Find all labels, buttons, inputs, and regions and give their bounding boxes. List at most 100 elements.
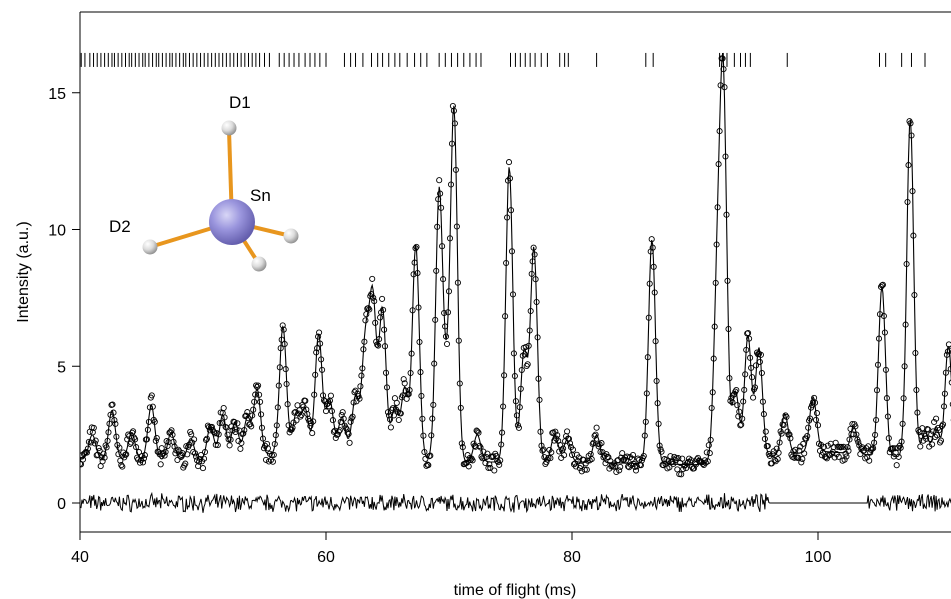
observed-point (463, 459, 470, 466)
observed-point (617, 463, 624, 470)
observed-point (84, 445, 91, 452)
observed-point (234, 420, 241, 427)
y-tick-label: 5 (57, 359, 66, 376)
observed-point (464, 452, 471, 459)
observed-point (843, 453, 850, 460)
observed-point (515, 424, 522, 431)
sn-label: Sn (250, 186, 271, 205)
observed-point (813, 410, 821, 417)
observed-point (427, 452, 434, 459)
observed-point (706, 450, 713, 457)
y-tick-label: 0 (57, 496, 66, 513)
observed-point (937, 437, 945, 444)
observed-point (705, 442, 712, 449)
observed-point (581, 466, 588, 473)
observed-point (835, 453, 842, 460)
observed-point (603, 451, 610, 458)
observed-point (362, 317, 369, 324)
observed-point (294, 402, 301, 409)
observed-point (771, 457, 778, 464)
observed-point (891, 445, 898, 452)
observed-point (220, 404, 227, 412)
observed-point (879, 281, 886, 288)
observed-point (678, 471, 685, 478)
observed-point (545, 454, 552, 461)
observed-point (199, 465, 207, 472)
y-axis-label: Intensity (a.u.) (15, 221, 32, 322)
observed-point (135, 456, 142, 463)
observed-point (505, 159, 513, 166)
observed-point (291, 409, 298, 416)
observed-point (632, 467, 640, 474)
observed-point (212, 441, 219, 448)
observed-point (118, 462, 125, 469)
observed-point (148, 392, 155, 399)
observed-point (393, 399, 400, 406)
d1-label: D1 (229, 93, 251, 112)
observed-point (616, 467, 623, 474)
observed-point (772, 458, 779, 465)
observed-point (561, 452, 568, 459)
observed-point (176, 448, 183, 455)
observed-point (524, 361, 531, 368)
observed-point (798, 459, 805, 466)
observed-point (762, 428, 769, 435)
observed-point (801, 450, 808, 457)
difference-curve-line (80, 491, 951, 514)
observed-point (336, 427, 343, 434)
observed-point (800, 440, 807, 447)
observed-point (469, 457, 476, 464)
observed-point (309, 430, 316, 437)
reflection-markers (80, 52, 926, 67)
observed-point (886, 449, 893, 456)
observed-point (388, 406, 395, 413)
d1-atom (221, 120, 237, 136)
observed-point (782, 412, 789, 419)
observed-point (135, 449, 143, 456)
observed-point (379, 295, 386, 302)
observed-point (917, 443, 924, 450)
observed-point (347, 418, 354, 425)
observed-point (109, 401, 116, 408)
observed-point (237, 445, 244, 452)
observed-point (795, 454, 802, 461)
observed-point (923, 435, 930, 442)
observed-point (540, 446, 547, 453)
observed-point (210, 428, 217, 435)
observed-point (117, 457, 124, 464)
observed-point (676, 471, 683, 478)
observed-point (188, 431, 195, 438)
x-tick-label: 80 (563, 549, 581, 566)
observed-point (174, 456, 181, 464)
observed-points (80, 55, 951, 478)
observed-point (666, 464, 673, 471)
observed-point (231, 419, 238, 426)
observed-point (757, 351, 764, 358)
observed-point (775, 449, 782, 456)
observed-point (369, 275, 376, 282)
d3-atom (283, 228, 299, 244)
observed-point (560, 445, 567, 452)
observed-point (750, 394, 757, 401)
observed-point (894, 444, 901, 451)
observed-point (400, 376, 407, 383)
observed-point (214, 442, 221, 449)
observed-point (774, 456, 781, 463)
observed-point (764, 442, 771, 450)
observed-point (583, 466, 590, 473)
observed-point (628, 455, 636, 462)
observed-point (270, 451, 277, 458)
observed-point (139, 459, 147, 466)
observed-point (861, 447, 868, 454)
observed-point (931, 418, 938, 426)
observed-point (352, 387, 359, 394)
observed-point (363, 311, 370, 318)
d2-atom (142, 239, 158, 255)
observed-point (658, 448, 665, 455)
observed-point (425, 462, 432, 469)
observed-point (756, 358, 763, 365)
observed-point (484, 450, 491, 457)
observed-point (351, 389, 358, 396)
observed-point (244, 409, 251, 416)
observed-point (694, 454, 702, 461)
